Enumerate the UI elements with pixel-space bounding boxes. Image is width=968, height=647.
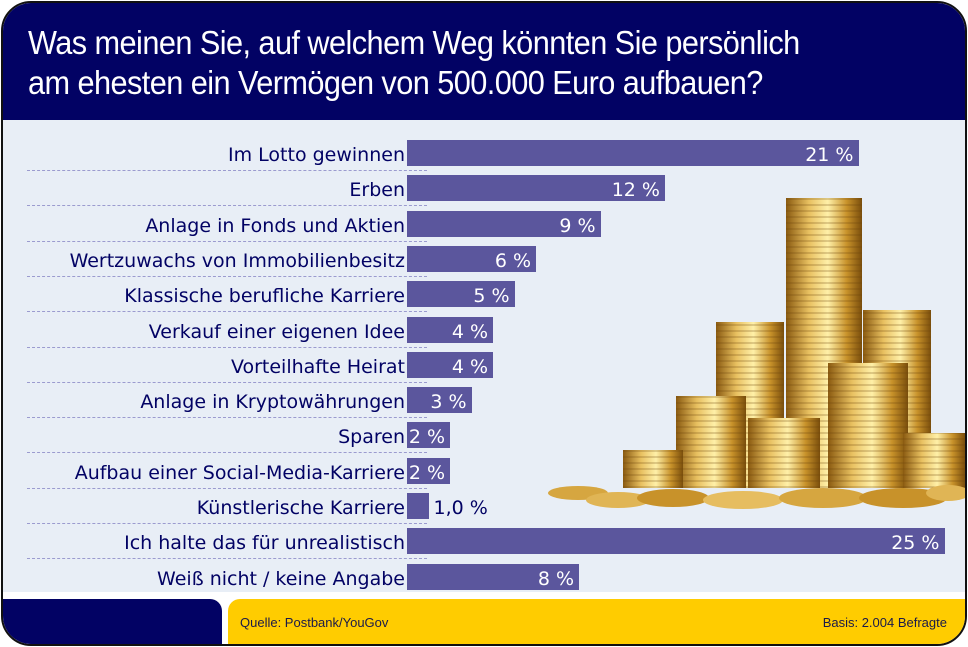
category-label: Anlage in Fonds und Aktien: [145, 214, 405, 237]
row-separator: [27, 417, 427, 419]
value-label: 2 %: [408, 426, 445, 449]
bar: [407, 281, 515, 308]
bar-row: Ich halte das für unrealistisch 25 %: [3, 525, 965, 560]
bar: [407, 528, 945, 555]
value-label: 8 %: [537, 567, 574, 590]
bar-row: Sparen 2 %: [3, 419, 965, 454]
value-label: 4 %: [451, 320, 488, 343]
category-label: Vorteilhafte Heirat: [230, 355, 405, 378]
category-label: Sparen: [338, 426, 405, 449]
bar-row: Wertzuwachs von Immobilienbesitz 6 %: [3, 243, 965, 278]
row-separator: [27, 275, 427, 277]
value-label: 9 %: [559, 214, 596, 237]
bar-row: Klassische berufliche Karriere 5 %: [3, 278, 965, 313]
row-separator: [27, 311, 427, 313]
header: Was meinen Sie, auf welchem Weg könnten …: [3, 3, 965, 120]
bar: [407, 351, 493, 378]
row-separator: [27, 558, 427, 560]
value-label: 3 %: [430, 391, 467, 414]
row-separator: [27, 346, 427, 348]
category-label: Weiß nicht / keine Angabe: [157, 567, 405, 590]
chart-title: Was meinen Sie, auf welchem Weg könnten …: [28, 23, 884, 103]
bar-row: Erben 12 %: [3, 172, 965, 207]
bar-row: Weiß nicht / keine Angabe 8 %: [3, 561, 965, 596]
bar-row: Künstlerische Karriere 1,0 %: [3, 490, 965, 525]
value-label: 1,0 %: [433, 497, 488, 519]
value-label: 2 %: [408, 461, 445, 484]
bar: [407, 457, 450, 484]
category-label: Im Lotto gewinnen: [228, 144, 405, 166]
value-label: 12 %: [611, 179, 660, 202]
category-label: Aufbau einer Social-Media-Karriere: [74, 461, 405, 484]
gold-coins-icon: [548, 198, 965, 509]
bar: [407, 245, 536, 272]
value-label: 21 %: [805, 144, 854, 166]
bar: [407, 140, 859, 166]
footer: Quelle: Postbank/YouGov Basis: 2.004 Bef…: [3, 599, 965, 644]
row-separator: [27, 205, 427, 207]
category-label: Klassische berufliche Karriere: [124, 285, 405, 308]
row-separator: [27, 170, 427, 171]
footer-navy-block: [3, 599, 222, 644]
bar-row: Anlage in Fonds und Aktien 9 %: [3, 208, 965, 243]
category-label: Erben: [349, 179, 405, 202]
row-separator: [27, 523, 427, 524]
bar: [407, 422, 450, 449]
value-label: 5 %: [473, 285, 510, 308]
category-label: Anlage in Kryptowährungen: [140, 391, 405, 414]
bar: [407, 175, 665, 202]
bar-row: Im Lotto gewinnen 21 %: [3, 137, 965, 172]
bar: [407, 210, 601, 237]
category-label: Wertzuwachs von Immobilienbesitz: [69, 249, 405, 272]
row-separator: [27, 487, 427, 489]
basis-note: Basis: 2.004 Befragte: [822, 615, 947, 630]
coin-stacks: [548, 198, 965, 509]
value-label: 4 %: [451, 355, 488, 378]
bar-row: Aufbau einer Social-Media-Karriere 2 %: [3, 455, 965, 490]
source-note: Quelle: Postbank/YouGov: [240, 615, 389, 630]
category-label: Verkauf einer eigenen Idee: [148, 320, 405, 343]
title-line-1: Was meinen Sie, auf welchem Weg könnten …: [28, 24, 800, 61]
row-separator: [27, 381, 427, 383]
value-label: 6 %: [494, 249, 531, 272]
footer-yellow-block: Quelle: Postbank/YouGov Basis: 2.004 Bef…: [228, 599, 965, 644]
bar: [407, 387, 472, 414]
row-separator: [27, 452, 427, 454]
bar: [407, 316, 493, 343]
value-label: 25 %: [891, 532, 940, 555]
title-line-2: am ehesten ein Vermögen von 500.000 Euro…: [28, 64, 763, 101]
bar-row: Verkauf einer eigenen Idee 4 %: [3, 314, 965, 349]
bar-row: Vorteilhafte Heirat 4 %: [3, 349, 965, 384]
bar: [407, 563, 579, 590]
plot-area: Im Lotto gewinnen 21 % Erben 12 % Anlage in …: [3, 120, 965, 592]
category-label: Künstlerische Karriere: [196, 497, 405, 519]
row-separator: [27, 240, 427, 242]
bar-row: Anlage in Kryptowährungen 3 %: [3, 384, 965, 419]
category-label: Ich halte das für unrealistisch: [124, 532, 405, 555]
bar: [407, 493, 429, 519]
